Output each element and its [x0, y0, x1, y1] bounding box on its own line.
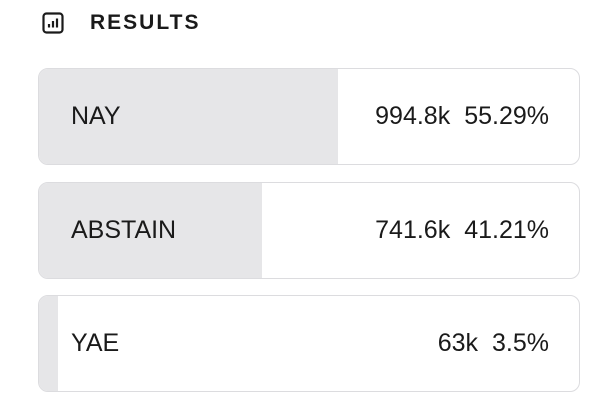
option-label: NAY	[71, 102, 121, 130]
option-label: ABSTAIN	[71, 216, 177, 244]
option-label: YAE	[71, 329, 120, 357]
vote-count: 63k	[437, 329, 479, 357]
option-card: ABSTAIN 741.6k 41.21%	[38, 182, 580, 279]
vote-percent: 55.29%	[464, 102, 549, 130]
result-bar	[39, 296, 58, 391]
option-result: 741.6k 41.21%	[375, 183, 549, 278]
result-bar	[39, 183, 262, 278]
option-result: 994.8k 55.29%	[375, 69, 549, 164]
option-result: 63k 3.5%	[438, 296, 549, 391]
title: RESULTS	[90, 11, 201, 34]
vote-count: 994.8k	[375, 102, 451, 130]
option-card: YAE 63k 3.5%	[38, 295, 580, 392]
option-card: NAY 994.8k 55.29%	[38, 68, 580, 165]
vote-count: 741.6k	[375, 216, 451, 244]
header: RESULTS	[42, 8, 200, 38]
chart-icon	[42, 12, 64, 34]
vote-percent: 3.5%	[492, 329, 549, 357]
vote-percent: 41.21%	[464, 216, 549, 244]
result-bar	[39, 69, 338, 164]
